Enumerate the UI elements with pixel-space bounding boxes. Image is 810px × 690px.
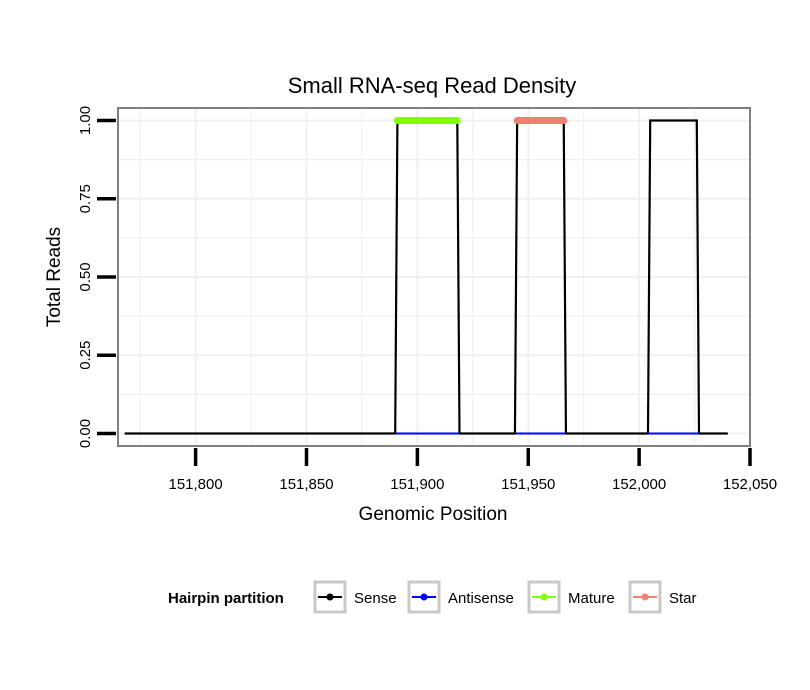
grid-lines (118, 108, 751, 446)
x-tick-label: 151,900 (390, 476, 444, 493)
y-tick-label: 0.50 (77, 262, 94, 291)
legend-key-point-mature (540, 593, 548, 601)
y-tick-label: 1.00 (77, 106, 94, 135)
legend-label-sense: Sense (354, 590, 397, 607)
legend-title: Hairpin partition (168, 590, 284, 607)
y-axis-title: Total Reads (44, 227, 65, 327)
y-tick-label: 0.25 (77, 341, 94, 370)
y-tick-label: 0.75 (77, 184, 94, 213)
series-layer (124, 117, 728, 435)
x-tick-label: 151,800 (168, 476, 222, 493)
legend-key-point-sense (326, 593, 334, 601)
legend-key-point-star (641, 593, 649, 601)
x-tick-label: 152,000 (612, 476, 666, 493)
legend-key-point-antisense (420, 593, 428, 601)
plot-panel-border (117, 107, 751, 447)
x-axis-title: Genomic Position (359, 504, 508, 525)
legend-label-mature: Mature (568, 590, 615, 607)
x-tick-label: 152,050 (723, 476, 777, 493)
legend-label-star: Star (669, 590, 697, 607)
chart-title: Small RNA-seq Read Density (288, 73, 577, 98)
x-tick-label: 151,850 (279, 476, 333, 493)
x-tick-label: 151,950 (501, 476, 555, 493)
y-axis: 0.00 0.25 0.50 0.75 1.00 (77, 106, 116, 448)
legend-label-antisense: Antisense (448, 590, 514, 607)
legend: Hairpin partition Sense Antisense Mature St… (168, 580, 697, 614)
y-tick-label: 0.00 (77, 419, 94, 448)
x-axis: 151,800 151,850 151,900 151,950 152,000 152,0… (168, 448, 777, 493)
